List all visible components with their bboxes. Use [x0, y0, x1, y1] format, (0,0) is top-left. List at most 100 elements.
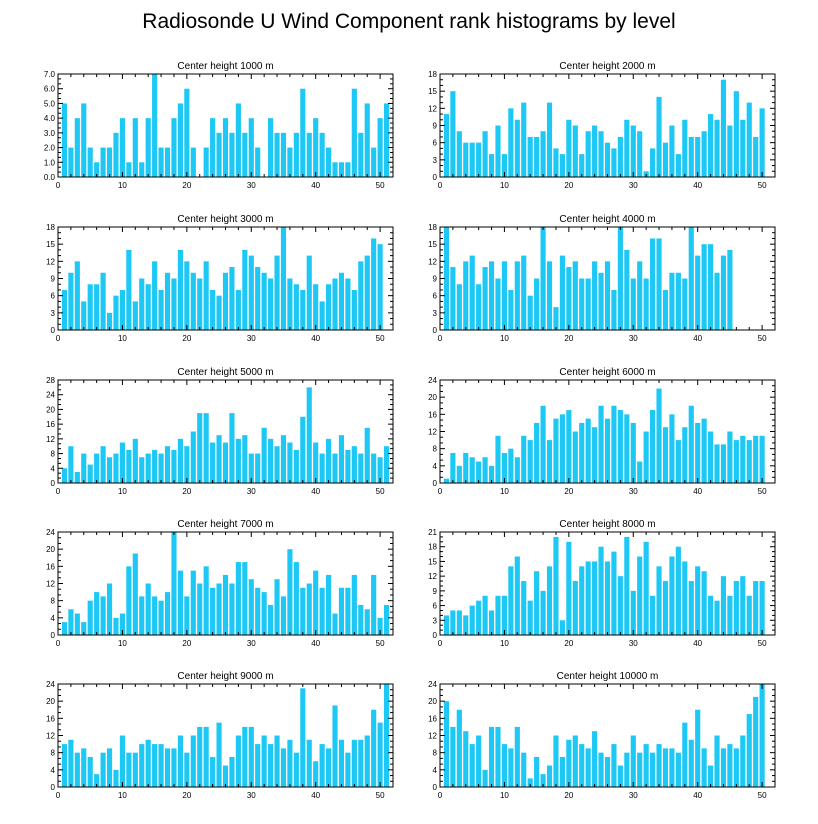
histogram-bar: [164, 592, 171, 635]
histogram-bar: [733, 440, 739, 483]
histogram-bar: [338, 272, 345, 330]
panel-7: Center height 7000 m 0 4 8 12 16 20 24 0 10 20 30 40…: [46, 519, 394, 648]
histogram-bar: [527, 778, 533, 787]
histogram-bar: [61, 103, 68, 177]
y-tick-label: 12: [46, 732, 55, 741]
y-tick-label: 2.0: [44, 144, 56, 153]
histogram-bar: [139, 457, 145, 483]
histogram-bar: [326, 438, 332, 483]
histogram-bar: [113, 769, 119, 787]
x-tick-label: 30: [247, 639, 256, 648]
histogram-bar: [139, 278, 145, 330]
x-tick-label: 20: [182, 181, 191, 190]
histogram-bar: [364, 735, 370, 787]
histogram-bar: [553, 307, 559, 330]
histogram-bar: [463, 261, 469, 330]
histogram-bar: [152, 74, 158, 177]
x-tick-label: 10: [500, 181, 509, 190]
histogram-bar: [476, 142, 482, 177]
histogram-bar: [132, 118, 138, 177]
histogram-bar: [190, 147, 196, 177]
histogram-bar: [443, 701, 450, 787]
histogram-bar: [650, 148, 656, 177]
y-tick-label: 16: [428, 714, 437, 723]
histogram-bar: [190, 431, 196, 483]
histogram-bar: [456, 284, 462, 330]
histogram-bar: [229, 267, 235, 330]
histogram-bar: [688, 739, 694, 787]
histogram-bar: [759, 581, 765, 635]
histogram-bar: [158, 453, 164, 483]
histogram-bar: [604, 418, 611, 483]
y-tick-label: 0.0: [44, 173, 56, 182]
histogram-bar: [514, 119, 520, 177]
histogram-bar: [229, 583, 235, 635]
histogram-bar: [476, 461, 482, 483]
histogram-bar: [87, 284, 93, 330]
x-tick-label: 30: [247, 181, 256, 190]
y-tick-label: 12: [428, 428, 437, 437]
histogram-bar: [662, 142, 669, 177]
histogram-bar: [527, 600, 533, 635]
panel-title: Center height 7000 m: [177, 519, 273, 530]
histogram-bar: [100, 446, 106, 483]
histogram-bar: [306, 255, 312, 330]
histogram-bar: [443, 227, 450, 330]
x-tick-label: 20: [564, 639, 573, 648]
histogram-bar: [261, 592, 267, 635]
histogram-bar: [235, 562, 241, 635]
x-tick-label: 10: [500, 791, 509, 800]
histogram-bar: [656, 566, 662, 635]
histogram-bar: [501, 261, 507, 330]
histogram-bar: [68, 272, 74, 330]
y-tick-label: 4: [433, 766, 438, 775]
y-tick-label: 0: [51, 631, 56, 640]
histogram-bar: [171, 278, 177, 330]
histogram-bar: [74, 471, 80, 483]
y-tick-label: 24: [428, 376, 437, 385]
histogram-bar: [598, 546, 604, 635]
x-tick-label: 40: [693, 487, 702, 496]
histogram-bar: [222, 118, 229, 177]
histogram-bar: [514, 726, 520, 787]
histogram-bar: [184, 596, 190, 635]
y-tick-label: 3: [433, 156, 438, 165]
histogram-bar: [332, 613, 338, 635]
histogram-bar: [74, 752, 80, 787]
histogram-bar: [313, 761, 319, 787]
histogram-bar: [617, 227, 623, 330]
x-tick-label: 20: [564, 791, 573, 800]
histogram-bar: [585, 418, 591, 483]
histogram-bar: [740, 735, 746, 787]
x-tick-label: 30: [629, 334, 638, 343]
histogram-bar: [332, 278, 338, 330]
x-tick-label: 30: [629, 181, 638, 190]
histogram-bar: [643, 744, 649, 787]
histogram-bar: [300, 88, 306, 177]
histogram-bar: [643, 278, 649, 330]
histogram-bar: [566, 119, 572, 177]
histogram-bar: [177, 570, 183, 635]
histogram-bar: [293, 562, 299, 635]
histogram-bar: [521, 752, 527, 787]
x-tick-label: 20: [182, 639, 191, 648]
histogram-bar: [184, 752, 190, 787]
histogram-bar: [313, 284, 319, 330]
histogram-bar: [759, 435, 765, 483]
y-tick-label: 6.0: [44, 85, 56, 94]
y-tick-label: 8: [433, 445, 438, 454]
histogram-bar: [371, 709, 377, 787]
histogram-bar: [345, 752, 351, 787]
histogram-bar: [546, 102, 553, 177]
histogram-bar: [248, 118, 254, 177]
histogram-bar: [720, 576, 727, 635]
histogram-bar: [229, 132, 235, 177]
histogram-bar: [132, 752, 138, 787]
histogram-bar: [287, 442, 293, 483]
histogram-bar: [383, 604, 390, 635]
histogram-bar: [456, 131, 462, 177]
histogram-bar: [463, 731, 469, 787]
histogram-bar: [210, 442, 216, 483]
histogram-bar: [546, 440, 553, 483]
histogram-bar: [630, 590, 636, 635]
